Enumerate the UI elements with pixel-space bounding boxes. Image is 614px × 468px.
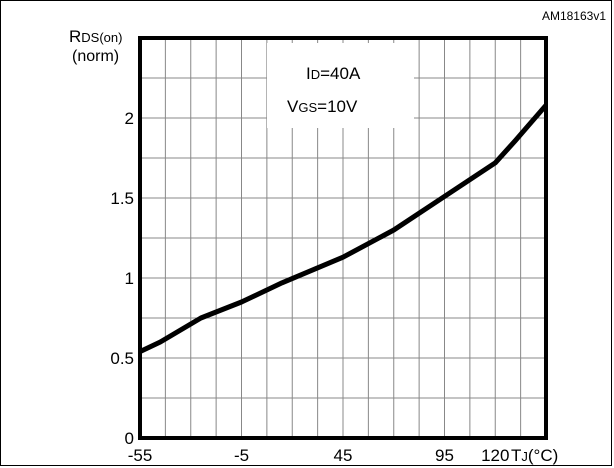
x-tick-label: -5 (234, 446, 249, 465)
tick-labels: 0 0.5 1 1.5 2 -55 -5 45 95 120 (110, 109, 509, 465)
annotation-id: ID=40A (306, 64, 361, 83)
y-tick-label: 0.5 (110, 349, 134, 368)
x-axis-label: TJ(°C) (511, 446, 558, 465)
annotation-box (267, 43, 414, 128)
y-tick-label: 0 (125, 429, 134, 448)
y-axis-label: RDS(on) (69, 27, 122, 46)
y-tick-label: 1 (125, 269, 134, 288)
x-tick-label: -55 (128, 446, 153, 465)
figure-id: AM18163v1 (542, 9, 606, 23)
series-line-rds-on (138, 103, 548, 354)
x-tick-label: 95 (435, 446, 454, 465)
x-tick-label: 120 (481, 446, 509, 465)
x-tick-label: 45 (334, 446, 353, 465)
y-tick-label: 1.5 (110, 189, 134, 208)
y-tick-label: 2 (125, 109, 134, 128)
plot-area-border (138, 36, 548, 440)
annotation-vgs: VGS=10V (287, 97, 358, 116)
grid (140, 38, 546, 438)
y-axis-unit: (norm) (72, 48, 119, 65)
